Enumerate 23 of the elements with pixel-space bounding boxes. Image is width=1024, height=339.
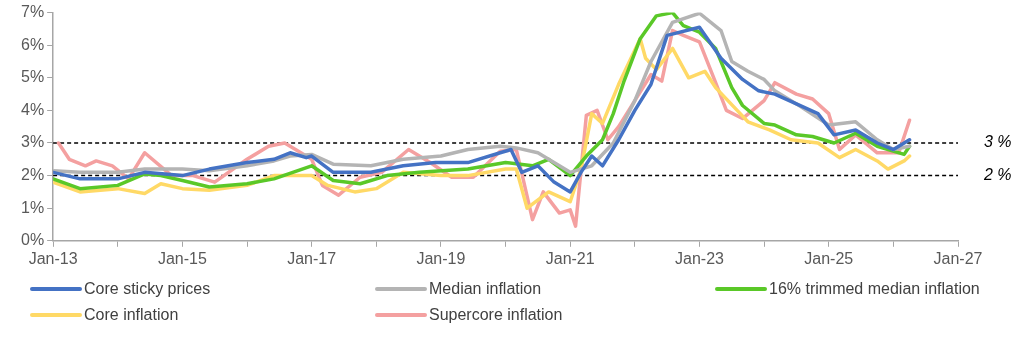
legend-label: Supercore inflation bbox=[429, 306, 563, 324]
x-tick-label: Jan-21 bbox=[545, 249, 595, 267]
ref-line-label: 2 % bbox=[983, 166, 1012, 184]
y-tick-label: 1% bbox=[21, 198, 45, 216]
y-tick-label: 2% bbox=[21, 166, 45, 184]
legend-label: Core sticky prices bbox=[84, 280, 211, 298]
y-tick-label: 7% bbox=[21, 3, 45, 21]
ref-line-label: 3 % bbox=[984, 133, 1012, 151]
legend-label: 16% trimmed median inflation bbox=[769, 280, 980, 298]
y-tick-label: 6% bbox=[21, 35, 45, 53]
y-tick-label: 3% bbox=[21, 133, 45, 151]
x-tick-label: Jan-13 bbox=[28, 249, 78, 267]
x-tick-label: Jan-25 bbox=[804, 249, 854, 267]
y-tick-label: 5% bbox=[21, 68, 45, 86]
y-tick-label: 0% bbox=[21, 231, 45, 249]
legend-label: Core inflation bbox=[84, 306, 179, 324]
x-tick-label: Jan-15 bbox=[157, 249, 207, 267]
x-tick-label: Jan-19 bbox=[416, 249, 466, 267]
legend-label: Median inflation bbox=[429, 280, 542, 298]
x-tick-label: Jan-23 bbox=[675, 249, 725, 267]
x-tick-label: Jan-27 bbox=[933, 249, 983, 267]
y-tick-label: 4% bbox=[21, 100, 45, 118]
x-tick-label: Jan-17 bbox=[287, 249, 337, 267]
